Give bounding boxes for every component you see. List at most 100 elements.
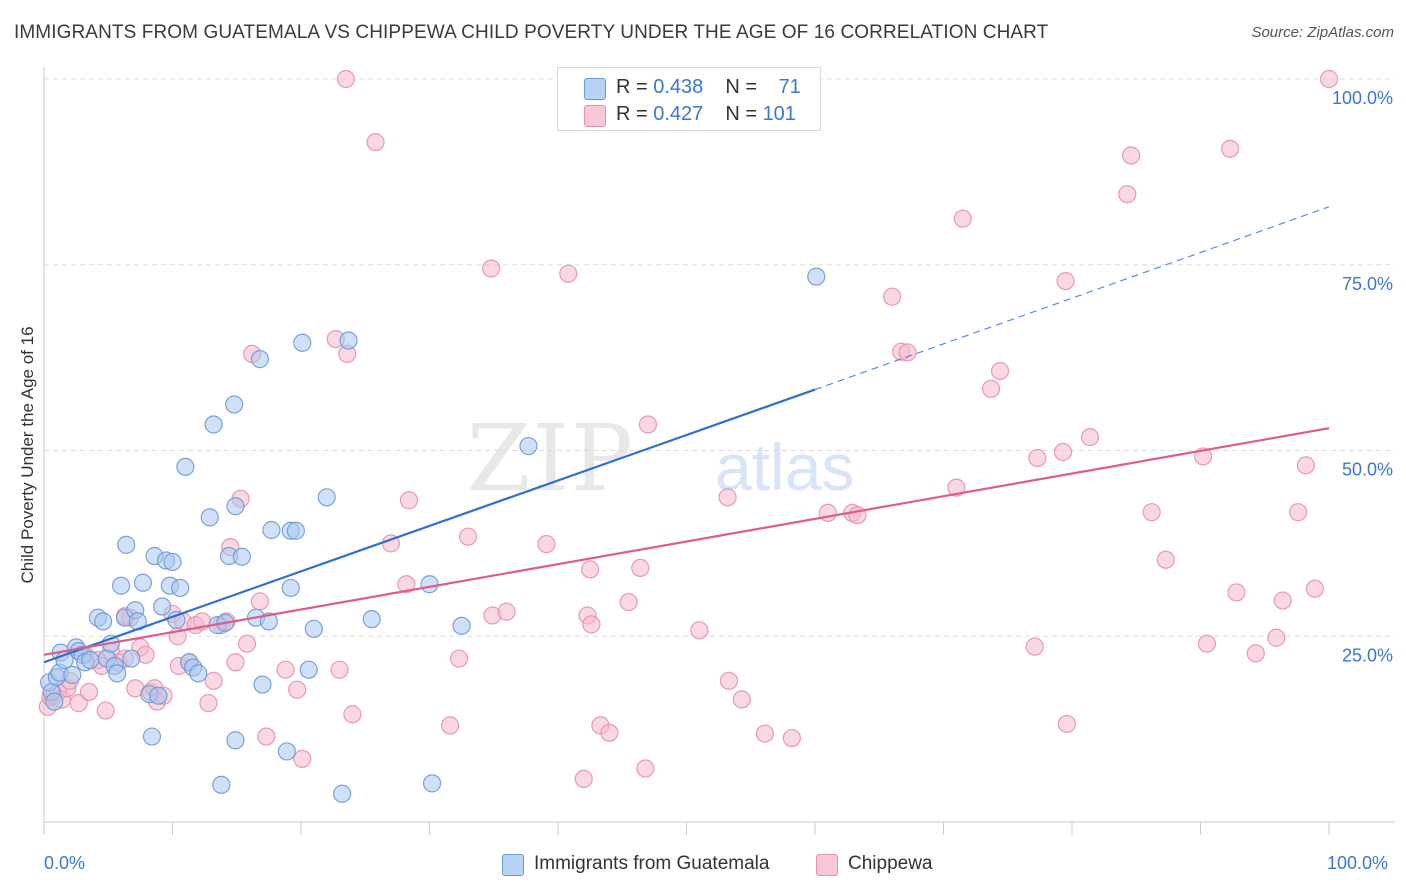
legend-n-label: N = bbox=[725, 76, 763, 98]
guatemala-point bbox=[45, 692, 64, 711]
y-tick-label: 50.0% bbox=[1342, 460, 1393, 480]
chippewa-point bbox=[1118, 185, 1137, 204]
chart-title: IMMIGRANTS FROM GUATEMALA VS CHIPPEWA CH… bbox=[14, 22, 1049, 43]
legend-r-value: 0.427 bbox=[653, 103, 704, 125]
guatemala-point bbox=[807, 267, 826, 286]
chippewa-point bbox=[559, 264, 578, 283]
chippewa-point bbox=[1197, 634, 1217, 653]
guatemala-point bbox=[262, 520, 281, 540]
chippewa-point bbox=[1122, 146, 1141, 165]
guatemala-point bbox=[171, 578, 190, 598]
guatemala-point bbox=[362, 610, 381, 629]
guatemala-point bbox=[133, 573, 153, 592]
guatemala-point bbox=[232, 547, 251, 566]
guatemala-point bbox=[519, 436, 538, 456]
guatemala-point bbox=[452, 616, 471, 635]
chippewa-point bbox=[574, 769, 593, 789]
guatemala-point bbox=[108, 664, 127, 683]
guatemala-point bbox=[339, 331, 358, 350]
y-tick-label: 100.0% bbox=[1332, 88, 1393, 108]
chippewa-point bbox=[399, 491, 419, 510]
guatemala-point bbox=[281, 578, 300, 598]
chippewa-point bbox=[1053, 442, 1073, 462]
chippewa-point bbox=[732, 690, 751, 709]
guatemala-point bbox=[200, 508, 219, 527]
chippewa-point bbox=[981, 379, 1001, 398]
guatemala-point bbox=[422, 774, 442, 793]
chippewa-point bbox=[1156, 550, 1175, 569]
chippewa-point bbox=[276, 660, 295, 679]
guatemala-point bbox=[304, 619, 323, 638]
bottom-legend-swatch-guatemala bbox=[502, 854, 524, 876]
chippewa-point bbox=[1227, 583, 1246, 602]
chippewa-point bbox=[1057, 714, 1076, 734]
y-tick-label: 25.0% bbox=[1342, 645, 1393, 665]
gridlines bbox=[44, 78, 1395, 637]
legend-swatch-guatemala bbox=[584, 78, 606, 100]
chippewa-point bbox=[631, 558, 650, 577]
chippewa-point bbox=[1267, 628, 1286, 647]
chippewa-point bbox=[1289, 503, 1308, 522]
watermark-zip: ZIP bbox=[467, 405, 635, 512]
chippewa-point bbox=[818, 503, 837, 523]
chippewa-point bbox=[619, 592, 638, 612]
x-tick-label-max: 100.0% bbox=[1327, 853, 1389, 873]
chippewa-point bbox=[397, 575, 416, 594]
chippewa-point bbox=[1319, 69, 1339, 89]
legend-r-label: R = bbox=[616, 76, 654, 98]
chippewa-point bbox=[1296, 456, 1315, 475]
chippewa-point bbox=[1142, 503, 1161, 522]
chippewa-point bbox=[1220, 139, 1240, 158]
chippewa-point bbox=[782, 728, 801, 748]
guatemala-point bbox=[225, 395, 244, 414]
chippewa-point bbox=[293, 749, 312, 768]
chippewa-point bbox=[458, 527, 478, 546]
trend-lines bbox=[43, 206, 1330, 664]
chippewa-point bbox=[719, 671, 739, 690]
guatemala-point bbox=[226, 731, 245, 750]
guatemala-point bbox=[286, 521, 305, 540]
chippewa-point bbox=[990, 361, 1010, 381]
chippewa-point bbox=[718, 488, 737, 507]
guatemala-point bbox=[81, 650, 100, 670]
chippewa-point bbox=[1080, 428, 1100, 447]
chippewa-point bbox=[1273, 591, 1292, 610]
chippewa-point bbox=[257, 727, 276, 746]
guatemala-point bbox=[167, 610, 186, 630]
chippewa-point bbox=[690, 621, 709, 640]
guatemala-points bbox=[40, 267, 826, 803]
correlation-legend: R = 0.438 N = 71 R = 0.427 N = 101 bbox=[557, 67, 821, 131]
guatemala-point bbox=[250, 350, 269, 369]
legend-n-value: 101 bbox=[762, 103, 796, 125]
chippewa-point bbox=[1056, 271, 1075, 291]
guatemala-point bbox=[111, 576, 131, 595]
chippewa-point bbox=[582, 615, 601, 634]
chippewa-point bbox=[600, 723, 619, 742]
chippewa-point bbox=[226, 653, 245, 672]
chippewa-point bbox=[449, 649, 469, 668]
chippewa-point bbox=[250, 592, 269, 611]
chippewa-point bbox=[288, 680, 307, 699]
guatemala-point bbox=[253, 675, 272, 694]
chippewa-point bbox=[638, 415, 658, 434]
legend-r-label: R = bbox=[616, 103, 654, 125]
y-tick-label: 75.0% bbox=[1342, 274, 1393, 294]
guatemala-point bbox=[117, 535, 136, 554]
guatemala-point bbox=[259, 612, 278, 631]
chippewa-point bbox=[953, 209, 972, 228]
chippewa-trend-line bbox=[43, 427, 1330, 656]
chippewa-point bbox=[204, 671, 223, 690]
source-credit: Source: ZipAtlas.com bbox=[1251, 24, 1394, 41]
legend-n-value: 71 bbox=[778, 76, 801, 98]
guatemala-trend-extension bbox=[814, 206, 1330, 391]
chippewa-point bbox=[199, 694, 218, 713]
legend-n-label: N = bbox=[725, 103, 763, 125]
guatemala-point bbox=[153, 597, 172, 616]
chippewa-point bbox=[96, 701, 115, 720]
guatemala-trend-line bbox=[43, 388, 816, 664]
chippewa-point bbox=[330, 660, 349, 679]
guatemala-point bbox=[189, 664, 208, 683]
y-tick-labels: 25.0% 50.0% 75.0% 100.0% bbox=[1332, 88, 1393, 665]
guatemala-point bbox=[204, 415, 223, 434]
